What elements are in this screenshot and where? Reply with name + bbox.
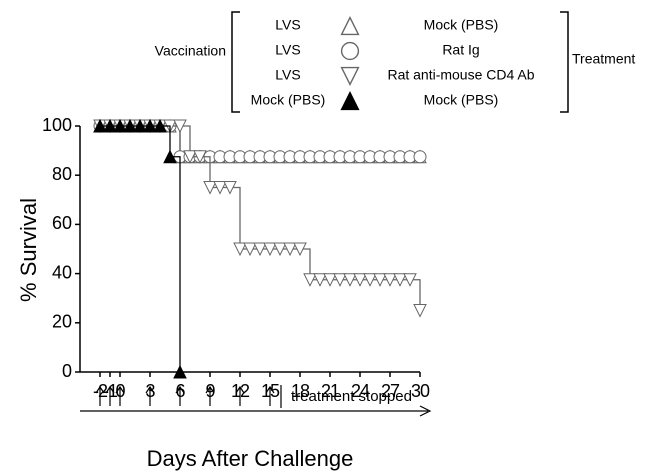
time-arrow-head [419,405,432,417]
data-point [173,364,187,379]
data-point [293,242,307,257]
data-point [123,118,137,133]
data-point [183,150,197,164]
legend-treatment: Rat anti-mouse CD4 Ab [387,67,534,83]
legend-marker [340,66,360,86]
y-tick-label: 80 [52,164,72,184]
legend-marker [340,16,360,36]
data-point [393,273,407,287]
data-point [303,273,317,287]
data-point [203,181,217,195]
data-point [213,181,227,195]
data-point [363,273,377,287]
x-tick-label: 3 [145,381,155,401]
legend-vaccination: Mock (PBS) [251,92,326,108]
data-point [143,118,157,133]
data-point [263,242,277,257]
treatment-arrow [175,385,185,406]
data-point [403,273,417,287]
x-tick-label: -1 [103,381,118,401]
annotation: treatment stopped [291,388,412,405]
x-tick-label: 12 [231,381,250,401]
treatment-arrow [105,385,115,406]
legend-marker [340,41,360,61]
vaccination-label: Vaccination [155,43,226,59]
x-tick-label: 0 [115,381,125,401]
y-tick-label: 100 [42,115,72,135]
data-point [283,242,297,257]
data-point [113,118,127,133]
y-tick-label: 40 [52,262,72,282]
data-point [133,118,147,133]
data-point [93,118,107,133]
x-axis-label: Days After Challenge [147,446,354,471]
treatment-arrow [145,385,155,406]
data-point [323,273,337,287]
data-point [413,304,427,318]
x-tick-label: 30 [411,381,430,401]
treatment-arrow [205,385,215,406]
data-point [163,149,177,164]
legend-vaccination: LVS [275,17,300,33]
data-point [273,242,287,257]
treatment-arrow [235,385,245,406]
x-tick-label: 24 [351,381,370,401]
data-point [103,118,117,133]
data-point [313,273,327,287]
legend-bracket-right [560,11,569,113]
legend-marker [340,91,360,111]
data-point [193,150,207,164]
x-tick-label: 6 [175,381,185,401]
data-point [233,242,247,257]
data-point [173,119,187,134]
x-tick-label: -2 [93,381,108,401]
treatment-label: Treatment [572,51,635,67]
legend-treatment: Mock (PBS) [424,17,499,33]
y-tick-label: 60 [52,213,72,233]
legend-treatment: Mock (PBS) [424,92,499,108]
data-point [413,150,427,164]
data-point [153,118,167,133]
x-tick-label: 21 [321,381,340,401]
y-axis-label: % Survival [16,198,41,302]
data-point [333,273,347,287]
treatment-arrow [95,385,105,406]
legend-vaccination: LVS [275,67,300,83]
legend-treatment: Rat Ig [442,42,479,58]
treatment-arrow [265,385,275,406]
data-point [373,273,387,287]
data-point [243,242,257,257]
legend-vaccination: LVS [275,42,300,58]
x-tick-label: 15 [261,381,280,401]
data-point [383,273,397,287]
data-point [353,273,367,287]
x-tick-label: 27 [381,381,400,401]
x-tick-label: 18 [291,381,310,401]
x-tick-label: 9 [205,381,215,401]
data-point [223,181,237,195]
y-tick-label: 0 [62,361,72,381]
treatment-arrow [115,385,125,406]
legend-bracket-left [231,11,240,113]
data-point [343,273,357,287]
data-point [253,242,267,257]
y-tick-label: 20 [52,312,72,332]
